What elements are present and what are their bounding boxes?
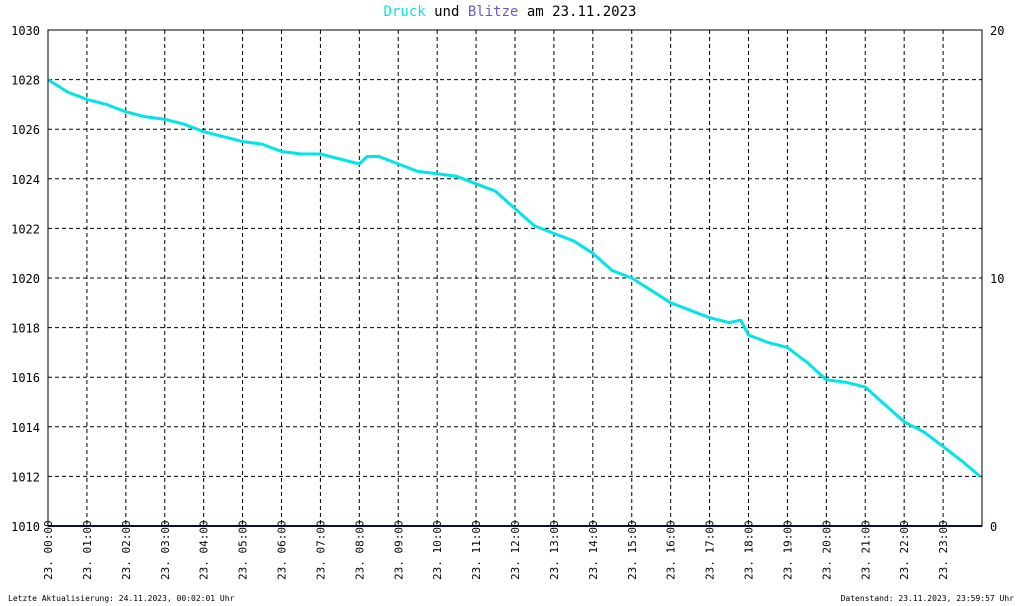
y-right-tick-label: 20 — [990, 24, 1004, 38]
chart-title: Druck und Blitze am 23.11.2023 — [0, 4, 1020, 20]
x-tick-label: 23. 19:00 — [781, 520, 794, 580]
y-left-tick-label: 1026 — [11, 123, 40, 137]
x-tick-label: 23. 17:00 — [704, 520, 717, 580]
x-tick-label: 23. 22:00 — [898, 520, 911, 580]
x-tick-label: 23. 21:00 — [859, 520, 872, 580]
y-right-tick-label: 0 — [990, 520, 997, 534]
x-tick-label: 23. 13:00 — [548, 520, 561, 580]
x-tick-label: 23. 06:00 — [276, 520, 289, 580]
x-tick-label: 23. 07:00 — [314, 520, 327, 580]
y-left-tick-label: 1014 — [11, 421, 40, 435]
plot-frame — [47, 29, 983, 527]
y-left-tick-label: 1012 — [11, 470, 40, 484]
x-tick-label: 23. 20:00 — [820, 520, 833, 580]
x-tick-label: 23. 14:00 — [587, 520, 600, 580]
y-left-tick-label: 1016 — [11, 371, 40, 385]
title-series2: Blitze — [467, 4, 519, 20]
axis-layer — [47, 29, 983, 527]
grid-layer — [48, 30, 982, 526]
x-tick-label: 23. 03:00 — [159, 520, 172, 580]
x-tick-label: 23. 05:00 — [237, 520, 250, 580]
x-tick-label: 23. 12:00 — [509, 520, 522, 580]
x-tick-label: 23. 00:00 — [42, 520, 55, 580]
series-line-druck — [47, 78, 982, 478]
y-left-tick-label: 1024 — [11, 173, 40, 187]
x-tick-label: 23. 08:00 — [353, 520, 366, 580]
x-tick-label: 23. 10:00 — [431, 520, 444, 580]
x-tick-label: 23. 15:00 — [626, 520, 639, 580]
x-tick-label: 23. 11:00 — [470, 520, 483, 580]
title-series1: Druck — [383, 4, 426, 20]
y-left-tick-label: 1022 — [11, 222, 40, 236]
y-left-tick-label: 1020 — [11, 272, 40, 286]
y-left-tick-label: 1018 — [11, 322, 40, 336]
x-tick-label: 23. 16:00 — [665, 520, 678, 580]
x-tick-label: 23. 04:00 — [198, 520, 211, 580]
y-left-tick-label: 1028 — [11, 74, 40, 88]
footer-data-status: Datenstand: 23.11.2023, 23:59:57 Uhr — [840, 594, 1014, 603]
title-suffix: am 23.11.2023 — [526, 4, 637, 20]
x-tick-label: 23. 18:00 — [743, 520, 756, 580]
y-left-tick-label: 1030 — [11, 24, 40, 38]
title-joiner: und — [434, 4, 460, 20]
footer-last-update: Letzte Aktualisierung: 24.11.2023, 00:02… — [8, 594, 235, 603]
x-tick-label: 23. 02:00 — [120, 520, 133, 580]
label-layer: 23. 00:00 23. 01:00 23. 02:00 23. 03:00 23. … — [11, 24, 1004, 580]
x-tick-label: 23. 23:00 — [937, 520, 950, 580]
x-tick-label: 23. 09:00 — [392, 520, 405, 580]
x-tick-label: 23. 01:00 — [81, 520, 94, 580]
y-left-tick-label: 1010 — [11, 520, 40, 534]
y-right-tick-label: 10 — [990, 272, 1004, 286]
